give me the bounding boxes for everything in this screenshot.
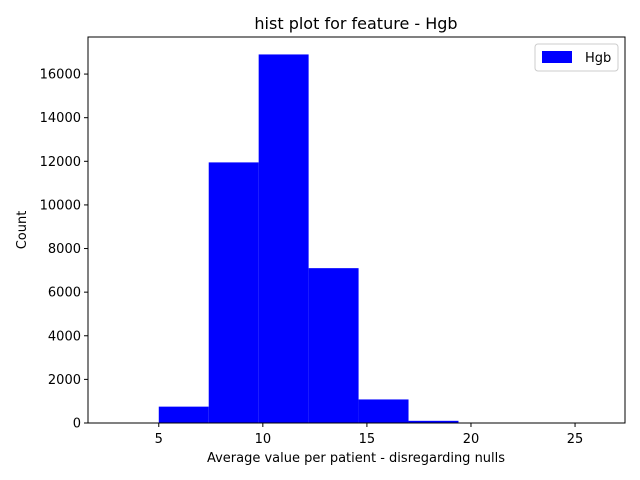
x-tick-label: 15 bbox=[359, 432, 376, 447]
histogram-bar-5 bbox=[358, 399, 409, 423]
x-tick-label: 10 bbox=[255, 432, 272, 447]
y-tick-label: 2000 bbox=[48, 373, 81, 388]
x-axis-label: Average value per patient - disregarding… bbox=[207, 451, 505, 466]
bars-layer bbox=[158, 54, 609, 423]
legend-swatch bbox=[542, 51, 572, 63]
y-tick-label: 8000 bbox=[48, 242, 81, 257]
chart-title: hist plot for feature - Hgb bbox=[254, 14, 457, 33]
histogram-bar-2 bbox=[208, 162, 259, 423]
legend: Hgb bbox=[534, 43, 619, 72]
legend-label: Hgb bbox=[585, 51, 611, 66]
ticks-layer: 5 10 15 20 25 0 2000 4000 6000 8000 10000 12000 1400… bbox=[40, 68, 584, 447]
histogram-bar-4 bbox=[308, 268, 359, 423]
y-tick-label: 14000 bbox=[40, 111, 81, 126]
x-tick-label: 25 bbox=[567, 432, 584, 447]
y-tick-label: 10000 bbox=[40, 198, 81, 213]
y-tick-label: 0 bbox=[73, 417, 81, 432]
histogram-bar-3 bbox=[258, 54, 309, 423]
plot-frame bbox=[87, 36, 626, 424]
x-tick-label: 5 bbox=[155, 432, 163, 447]
histogram-bar-6 bbox=[408, 420, 459, 423]
x-tick-label: 20 bbox=[463, 432, 480, 447]
histogram-bar-1 bbox=[158, 406, 209, 423]
y-tick-label: 12000 bbox=[40, 155, 81, 170]
y-axis-label: Count bbox=[15, 211, 30, 250]
y-tick-label: 4000 bbox=[48, 329, 81, 344]
y-tick-label: 16000 bbox=[40, 68, 81, 83]
legend-frame bbox=[534, 43, 619, 72]
y-tick-label: 6000 bbox=[48, 286, 81, 301]
